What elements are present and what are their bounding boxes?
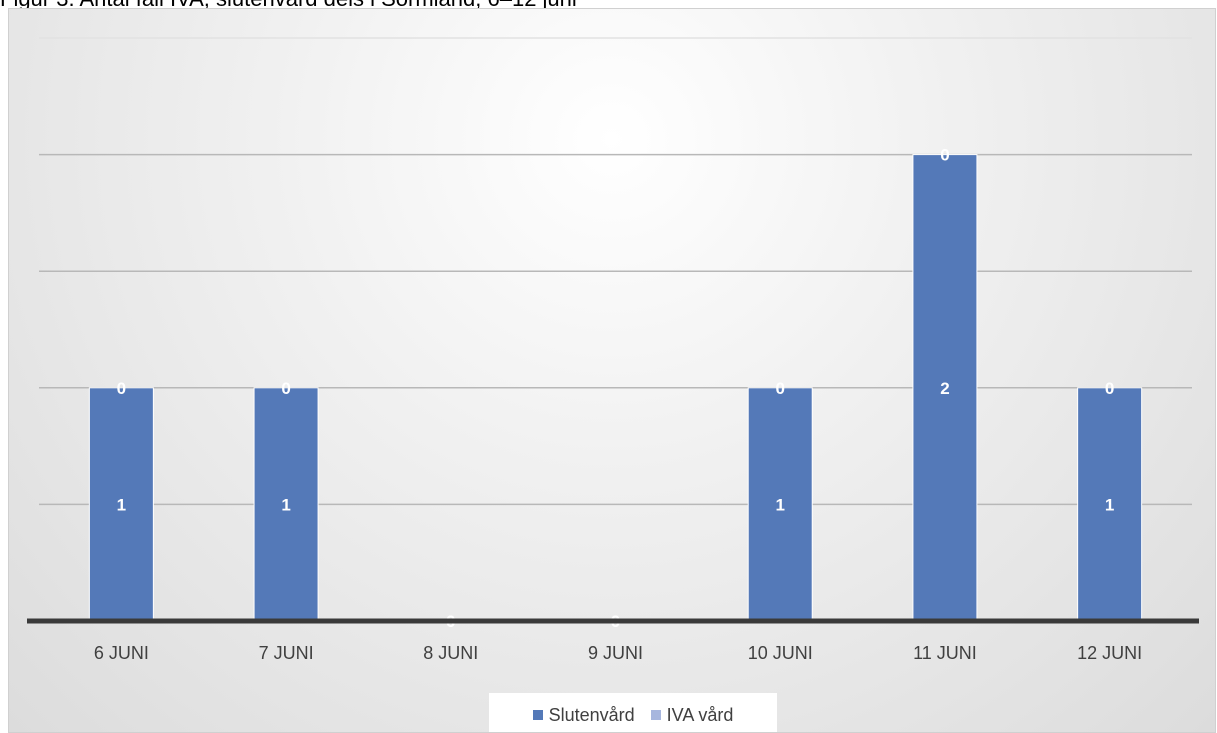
data-label: 1: [117, 495, 126, 514]
data-label: 1: [775, 495, 784, 514]
x-tick-label: 9 JUNI: [588, 643, 643, 663]
x-tick-label: 11 JUNI: [913, 643, 977, 663]
legend-swatch-slutenvard: [532, 710, 543, 720]
x-tick-label: 8 JUNI: [423, 643, 478, 663]
data-label: 0: [117, 379, 126, 398]
x-tick-label: 12 JUNI: [1077, 643, 1142, 663]
x-tick-label: 10 JUNI: [748, 643, 813, 663]
legend-swatch-iva-vard: [650, 710, 661, 720]
data-label: 0: [1105, 379, 1114, 398]
data-label: 0: [281, 379, 290, 398]
data-label: 0: [775, 379, 784, 398]
data-label: 1: [281, 495, 290, 514]
x-tick-label: 7 JUNI: [259, 643, 314, 663]
bar: [88, 387, 154, 622]
x-tick-label: 6 JUNI: [94, 643, 149, 663]
bar: [1077, 387, 1143, 622]
legend-label-iva-vard: IVA vård: [666, 704, 734, 725]
legend-label-slutenvard: Slutenvård: [548, 704, 635, 725]
legend-item-slutenvard: Slutenvård: [532, 704, 635, 726]
chart-legend: Slutenvård IVA vård: [489, 693, 777, 732]
legend-item-iva-vard: IVA vård: [650, 704, 734, 726]
bar: [747, 387, 813, 622]
data-label: 2: [940, 379, 949, 398]
data-label: 1: [1105, 495, 1114, 514]
bar: [912, 154, 978, 622]
data-label: 0: [940, 146, 949, 165]
figure-caption: Figur 3. Antal fall IVA, slutenvård dels…: [0, 0, 577, 12]
